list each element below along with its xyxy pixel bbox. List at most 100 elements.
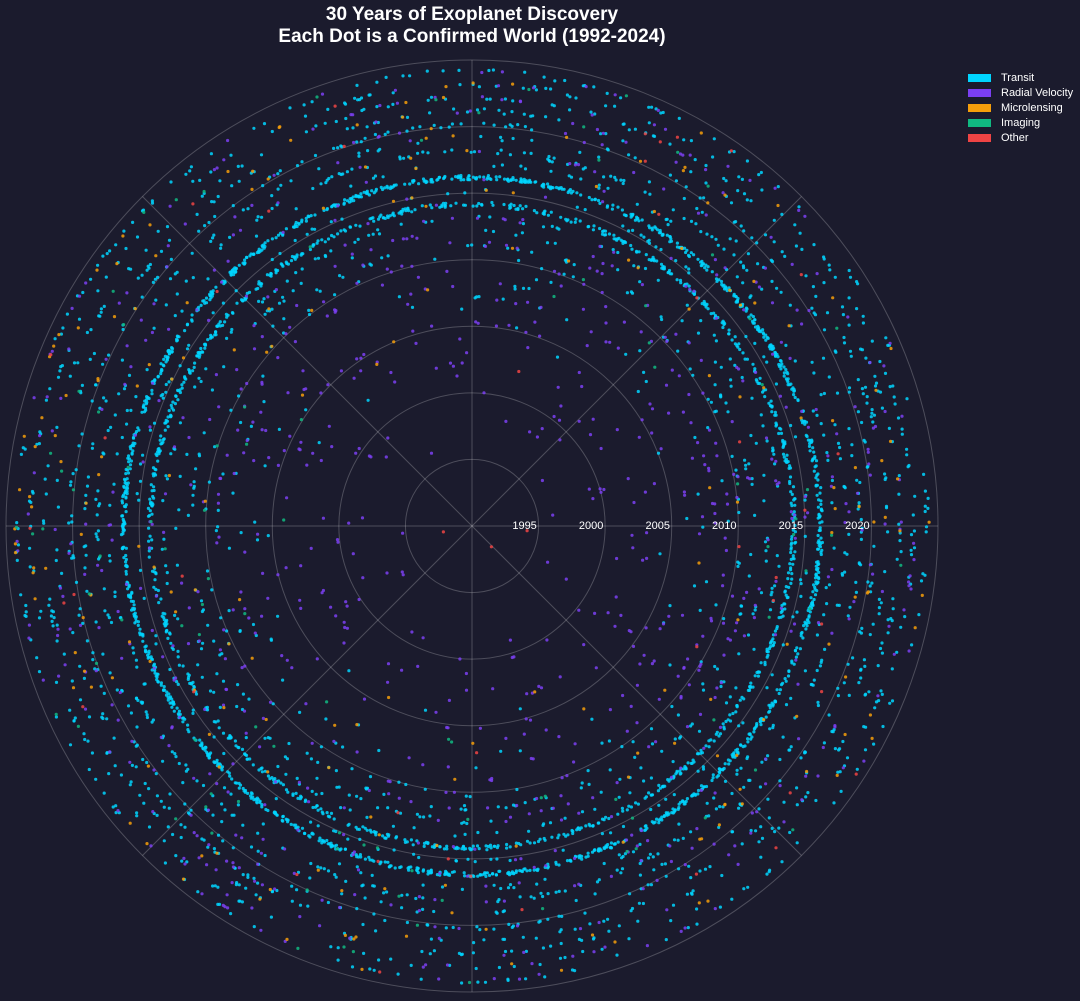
point-microlensing xyxy=(627,258,631,262)
point-radial-velocity xyxy=(631,644,636,649)
point-transit xyxy=(542,212,546,216)
point-transit xyxy=(780,603,784,608)
point-transit xyxy=(472,941,476,945)
point-transit xyxy=(619,96,623,100)
point-transit xyxy=(636,919,640,923)
point-transit xyxy=(171,647,175,652)
point-transit xyxy=(738,802,742,806)
point-transit xyxy=(811,590,815,594)
point-transit xyxy=(311,243,315,247)
point-transit xyxy=(273,811,278,815)
point-radial-velocity xyxy=(599,446,603,451)
point-radial-velocity xyxy=(670,775,674,779)
grid-outer-ring xyxy=(5,59,939,993)
point-transit xyxy=(648,192,652,196)
point-transit xyxy=(755,379,759,383)
point-transit xyxy=(768,608,773,612)
point-radial-velocity xyxy=(650,662,655,666)
point-transit xyxy=(141,639,145,643)
point-transit xyxy=(557,833,561,837)
point-transit xyxy=(459,122,463,126)
point-microlensing xyxy=(827,642,831,646)
point-radial-velocity xyxy=(212,168,216,172)
point-transit xyxy=(668,272,672,276)
point-radial-velocity xyxy=(524,330,528,334)
point-transit xyxy=(450,870,454,874)
point-transit xyxy=(893,402,897,406)
point-transit xyxy=(707,745,711,749)
point-transit xyxy=(460,847,464,851)
point-transit xyxy=(360,884,364,888)
point-transit xyxy=(736,560,740,564)
point-microlensing xyxy=(565,135,569,139)
point-transit xyxy=(247,697,251,701)
point-transit xyxy=(175,337,179,341)
point-other xyxy=(475,751,479,755)
point-radial-velocity xyxy=(727,853,731,857)
point-transit xyxy=(271,702,275,706)
point-radial-velocity xyxy=(882,364,886,368)
point-transit xyxy=(700,302,704,306)
point-radial-velocity xyxy=(754,370,758,374)
point-transit xyxy=(422,815,426,819)
point-transit xyxy=(494,873,498,877)
point-transit xyxy=(777,362,781,367)
point-transit xyxy=(260,300,265,304)
point-transit xyxy=(120,524,124,528)
point-transit xyxy=(546,157,550,161)
point-radial-velocity xyxy=(400,264,404,268)
point-transit xyxy=(161,759,165,763)
point-radial-velocity xyxy=(627,629,631,633)
point-transit xyxy=(417,855,421,860)
point-transit xyxy=(502,177,507,181)
point-radial-velocity xyxy=(409,292,413,296)
point-radial-velocity xyxy=(424,963,428,967)
point-transit xyxy=(628,892,632,896)
grid-ring-2010 xyxy=(205,259,739,793)
point-radial-velocity xyxy=(621,693,625,698)
point-transit xyxy=(261,374,265,378)
point-radial-velocity xyxy=(615,781,619,785)
point-transit xyxy=(271,778,276,782)
point-microlensing xyxy=(697,901,701,905)
point-imaging xyxy=(351,950,355,954)
point-transit xyxy=(311,805,315,810)
point-transit xyxy=(828,268,832,272)
point-radial-velocity xyxy=(434,710,438,714)
point-transit xyxy=(783,602,787,606)
point-radial-velocity xyxy=(221,703,226,707)
point-radial-velocity xyxy=(664,383,669,387)
point-transit xyxy=(888,385,892,389)
point-microlensing xyxy=(594,184,599,189)
point-transit xyxy=(738,698,742,702)
point-radial-velocity xyxy=(334,614,338,618)
point-transit xyxy=(856,410,861,414)
point-microlensing xyxy=(898,529,902,533)
point-transit xyxy=(795,646,799,650)
point-transit xyxy=(613,842,617,846)
point-transit xyxy=(49,614,54,618)
point-transit xyxy=(565,859,570,863)
point-transit xyxy=(359,192,363,196)
point-transit xyxy=(84,544,88,548)
point-transit xyxy=(753,341,757,345)
point-transit xyxy=(633,127,638,131)
point-transit xyxy=(728,759,732,763)
point-transit xyxy=(415,910,419,914)
point-transit xyxy=(466,857,470,861)
point-transit xyxy=(28,565,32,569)
point-radial-velocity xyxy=(347,521,351,525)
point-radial-velocity xyxy=(598,487,602,491)
point-transit xyxy=(753,674,757,678)
point-transit xyxy=(883,371,888,375)
point-radial-velocity xyxy=(310,741,314,745)
point-transit xyxy=(512,964,516,969)
point-transit xyxy=(757,173,761,177)
point-transit xyxy=(704,580,709,584)
point-radial-velocity xyxy=(197,856,201,860)
point-transit xyxy=(203,342,207,346)
point-transit xyxy=(185,347,190,351)
point-transit xyxy=(99,684,103,688)
point-transit xyxy=(814,459,819,463)
point-radial-velocity xyxy=(148,425,152,429)
